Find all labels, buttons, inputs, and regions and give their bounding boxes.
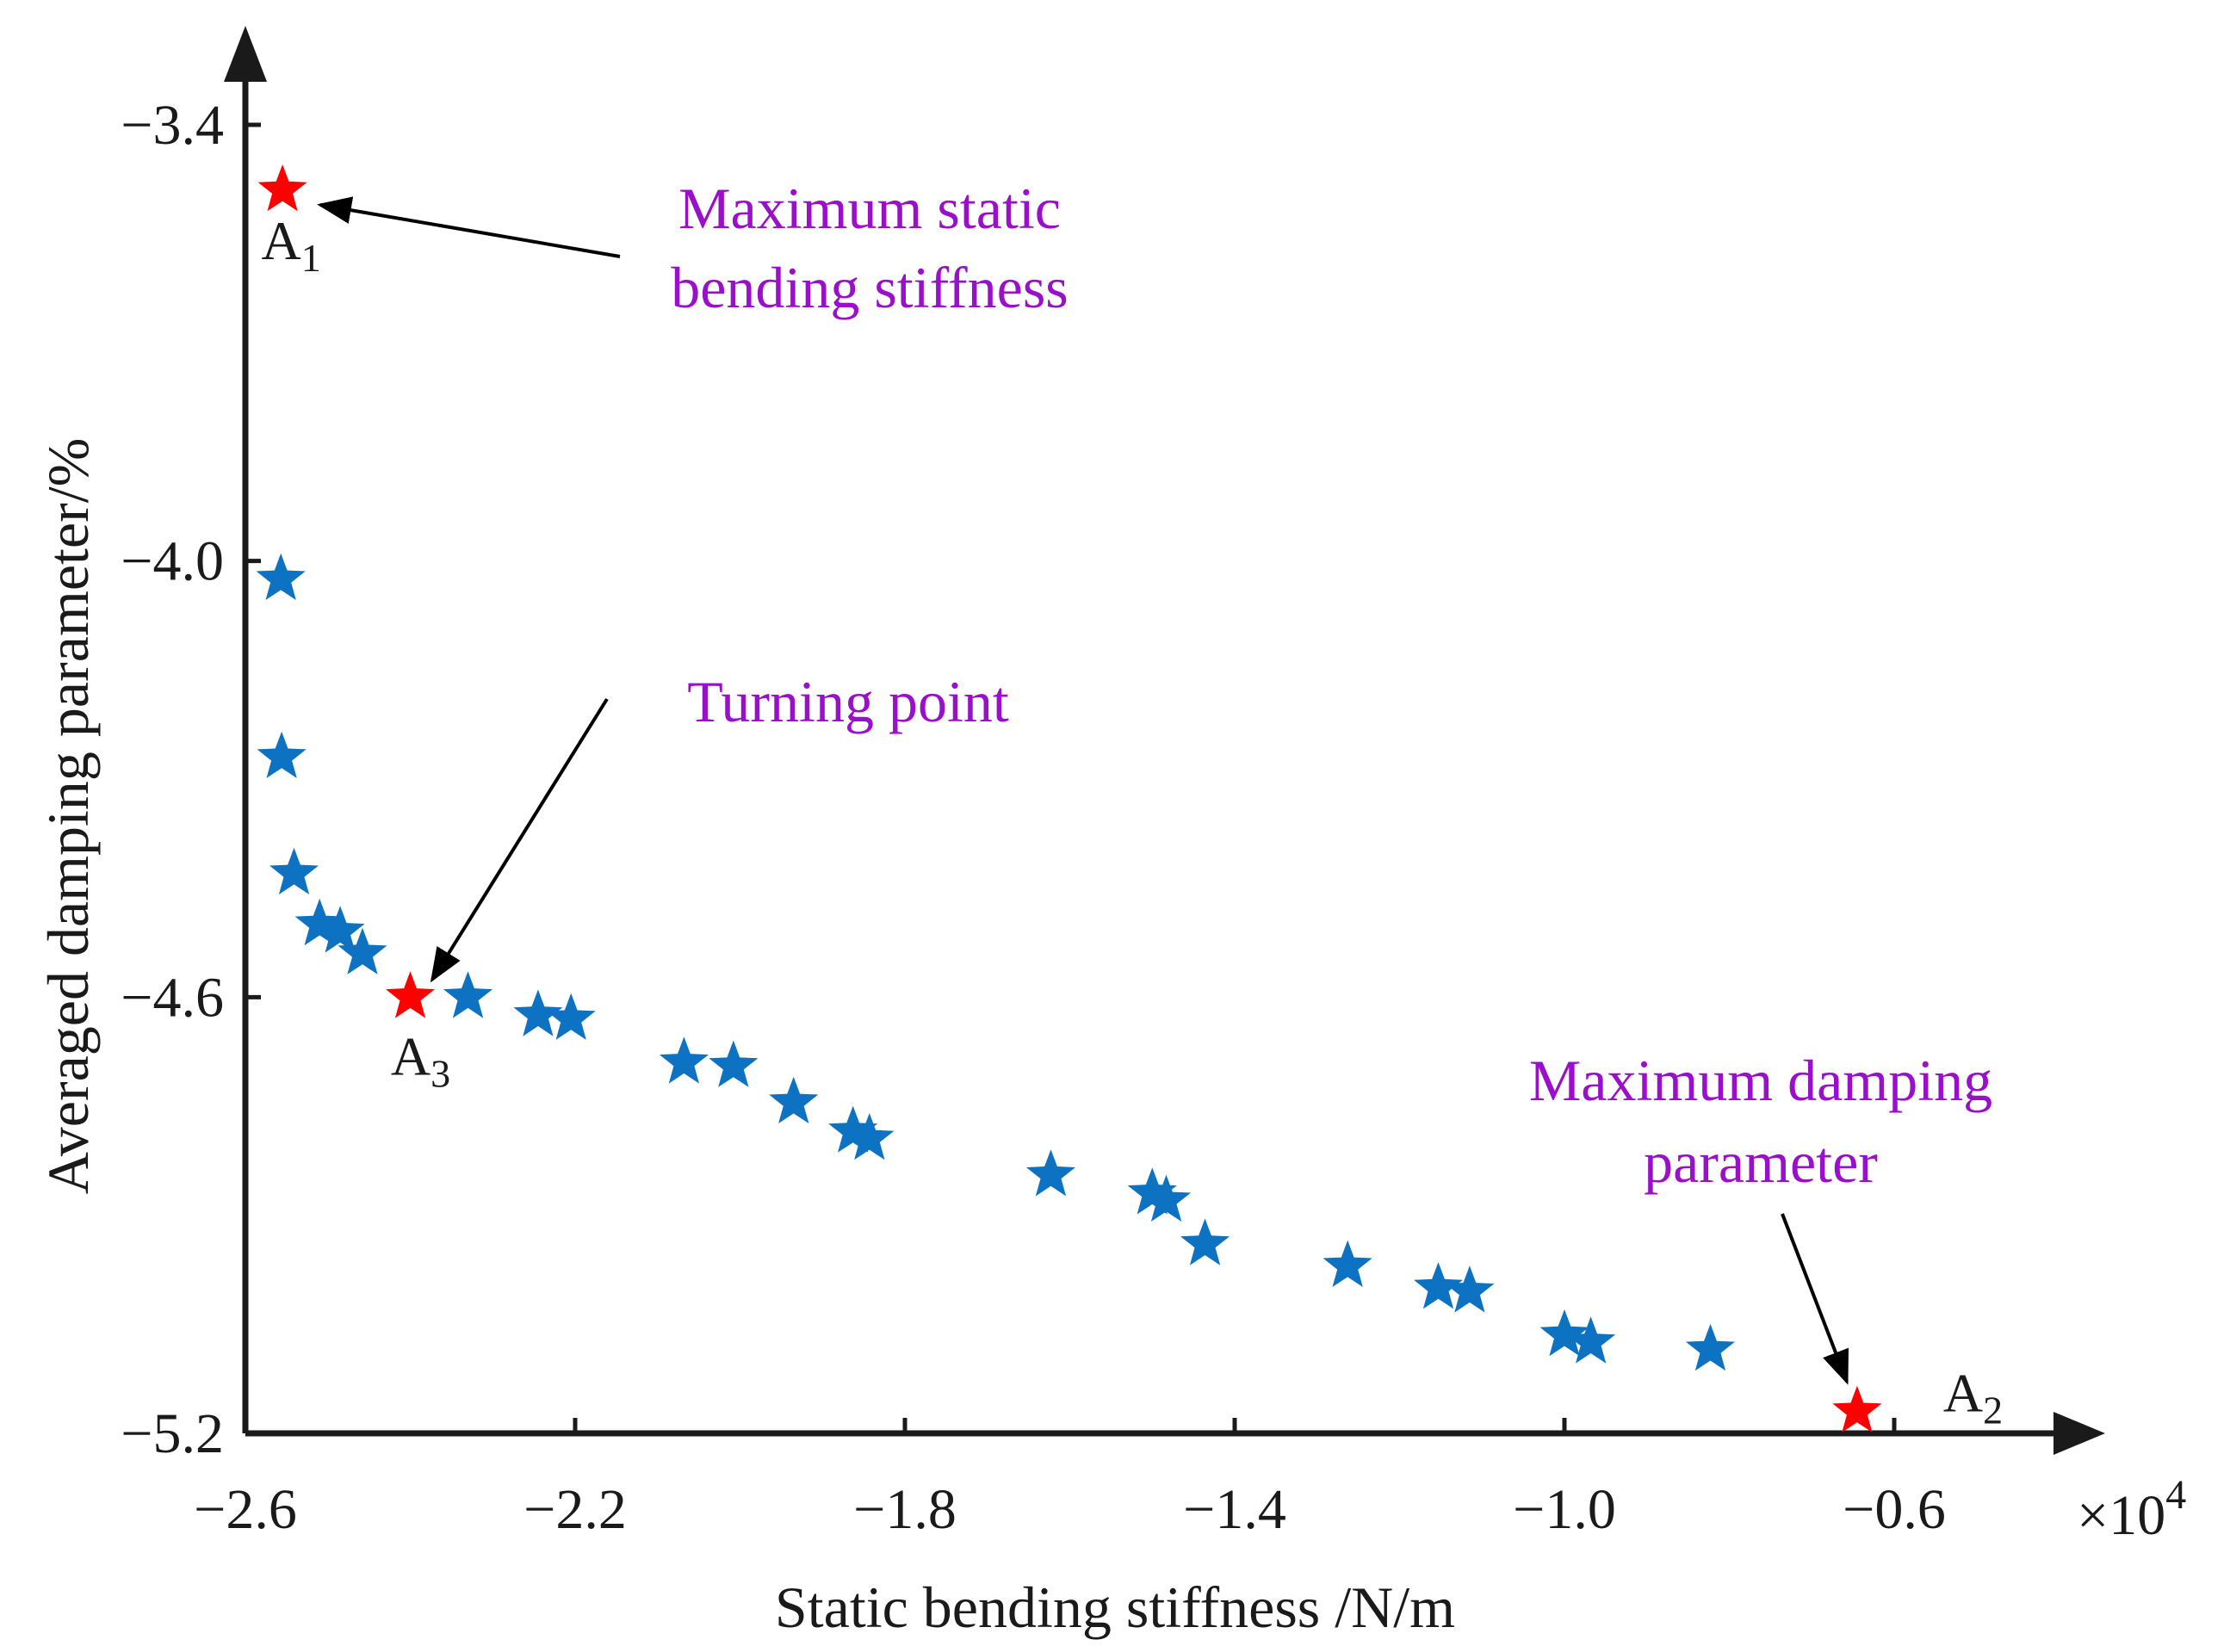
data-point-star	[1025, 1149, 1075, 1197]
data-point-star	[338, 927, 387, 974]
point-label-a2: A2	[1943, 1363, 2003, 1432]
data-point-star	[845, 1113, 895, 1160]
data-point-star	[443, 971, 493, 1018]
data-point-star	[1127, 1167, 1177, 1215]
annotations: Maximum static bending stiffness Turning p…	[317, 176, 1992, 1385]
data-point-star	[257, 731, 307, 778]
annotation-text: Turning point	[687, 669, 1009, 734]
data-point-star	[1323, 1240, 1372, 1287]
ticks: −2.6 −2.2 −1.8 −1.4 −1.0 −0.6 −3.4 −4.0 −4.6 −5.2	[121, 94, 1946, 1541]
y-axis-label: Averaged damping parameter/%	[35, 438, 101, 1195]
highlight-point-star	[1832, 1385, 1882, 1432]
annotation-text: Maximum damping	[1529, 1048, 1992, 1113]
data-points	[256, 164, 1882, 1432]
annotation-text: Maximum static	[678, 176, 1061, 241]
y-tick-label: −3.4	[121, 94, 224, 157]
data-point-star	[1142, 1174, 1192, 1222]
x-axis-arrow	[2053, 1412, 2105, 1455]
axes	[224, 26, 2105, 1455]
point-labels: A1 A2 A3	[261, 210, 2003, 1432]
x-tick-label: −1.4	[1183, 1478, 1286, 1541]
x-tick-label: −2.2	[523, 1478, 627, 1541]
y-tick-label: −5.2	[121, 1402, 224, 1465]
data-point-star	[256, 553, 306, 600]
data-point-star	[1685, 1323, 1735, 1371]
y-tick-label: −4.6	[121, 966, 224, 1029]
x-axis-label: Static bending stiffness /N/m	[775, 1575, 1455, 1640]
annotation-arrow	[430, 697, 609, 983]
annotation-text: parameter	[1644, 1129, 1878, 1195]
x-multiplier: ×104	[2077, 1472, 2186, 1547]
y-tick-label: −4.0	[121, 530, 224, 593]
data-point-star	[1180, 1218, 1230, 1265]
data-point-star	[1566, 1316, 1616, 1364]
data-point-star	[709, 1040, 759, 1087]
data-point-star	[315, 906, 365, 953]
data-point-star	[769, 1076, 819, 1123]
data-point-star	[546, 993, 596, 1040]
annotation-arrow	[1781, 1213, 1849, 1385]
point-label-a1: A1	[261, 210, 320, 280]
data-point-star	[294, 898, 344, 946]
data-point-star	[659, 1036, 709, 1084]
y-axis-arrow	[224, 26, 267, 82]
data-point-star	[828, 1105, 878, 1153]
data-point-star	[1539, 1309, 1589, 1357]
data-point-star	[269, 847, 319, 894]
highlight-point-star	[386, 971, 435, 1018]
x-tick-label: −2.6	[194, 1478, 297, 1541]
highlight-point-star	[257, 164, 307, 212]
x-tick-label: −1.8	[853, 1478, 957, 1541]
data-point-star	[513, 989, 563, 1036]
x-tick-label: −1.0	[1513, 1478, 1616, 1541]
annotation-arrow	[317, 196, 621, 258]
point-label-a3: A3	[391, 1025, 450, 1095]
x-tick-label: −0.6	[1843, 1478, 1946, 1541]
annotation-text: bending stiffness	[671, 255, 1069, 320]
data-point-star	[1445, 1265, 1495, 1313]
data-point-star	[1414, 1262, 1463, 1309]
